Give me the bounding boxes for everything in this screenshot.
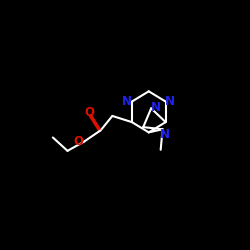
Text: N: N [151,100,161,114]
Text: N: N [122,94,132,108]
Text: O: O [85,106,95,119]
Text: O: O [74,134,84,147]
Text: N: N [165,94,175,108]
Text: N: N [160,128,170,140]
